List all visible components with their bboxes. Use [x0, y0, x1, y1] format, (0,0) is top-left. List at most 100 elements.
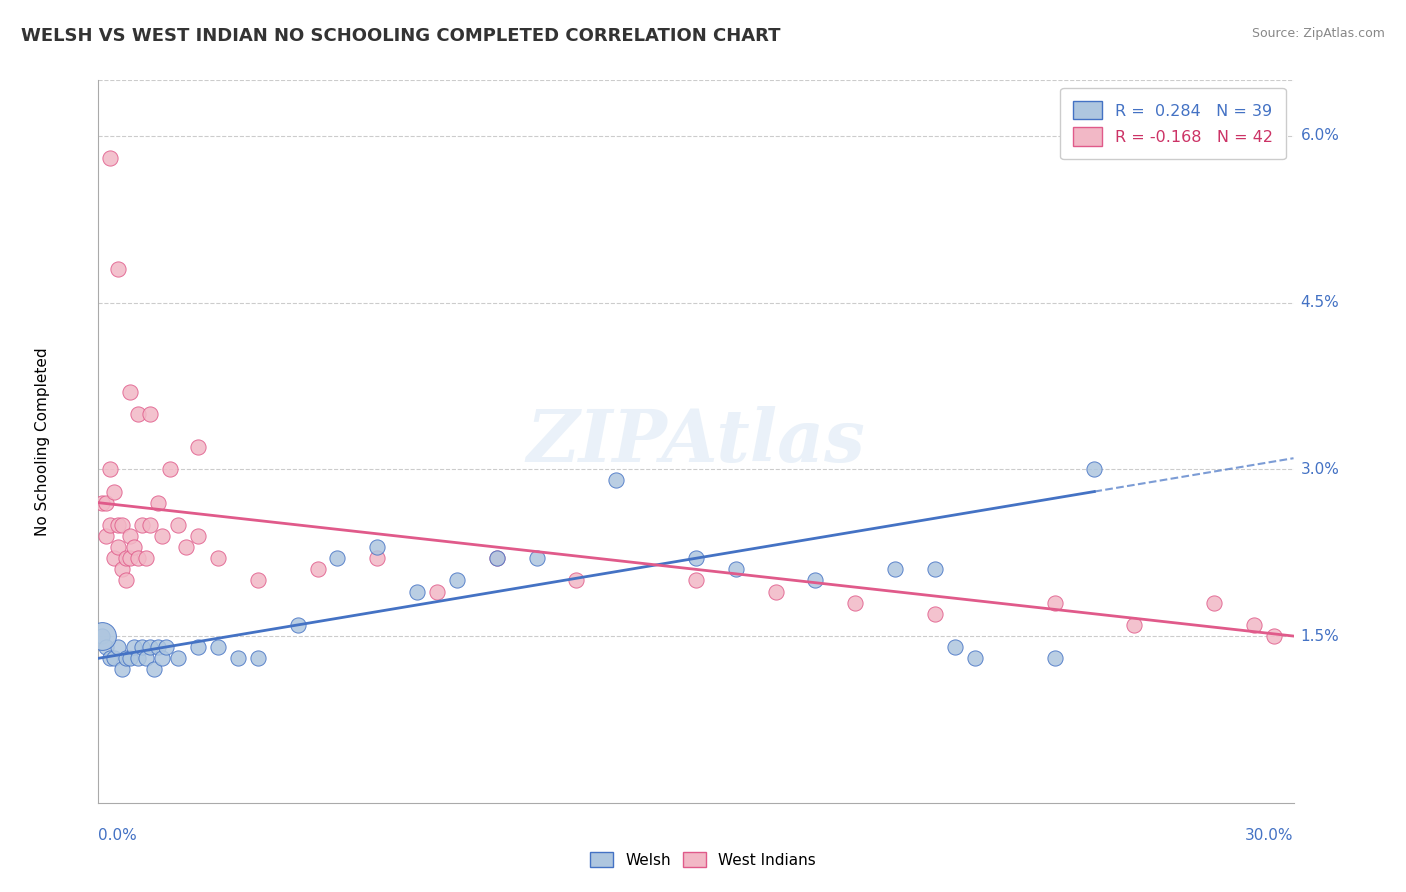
Point — [765, 584, 787, 599]
Point — [131, 517, 153, 532]
Point — [127, 407, 149, 421]
Point — [207, 551, 229, 566]
Point — [943, 640, 966, 655]
Point — [1263, 629, 1285, 643]
Point — [804, 574, 827, 588]
Point — [207, 640, 229, 655]
Point — [485, 551, 508, 566]
Point — [139, 407, 162, 421]
Point — [96, 529, 118, 543]
Point — [1043, 651, 1066, 665]
Point — [103, 551, 125, 566]
Point — [143, 662, 166, 676]
Point — [135, 651, 157, 665]
Point — [724, 562, 747, 576]
Point — [187, 640, 209, 655]
Point — [98, 651, 122, 665]
Legend: Welsh, West Indians: Welsh, West Indians — [582, 844, 824, 875]
Point — [844, 596, 866, 610]
Point — [120, 551, 142, 566]
Point — [326, 551, 349, 566]
Text: 1.5%: 1.5% — [1301, 629, 1339, 643]
Point — [174, 540, 197, 554]
Point — [111, 662, 134, 676]
Text: 0.0%: 0.0% — [98, 828, 138, 843]
Point — [148, 496, 170, 510]
Text: 6.0%: 6.0% — [1301, 128, 1340, 144]
Point — [187, 440, 209, 454]
Point — [111, 562, 134, 576]
Point — [103, 651, 125, 665]
Point — [91, 629, 114, 643]
Point — [120, 529, 142, 543]
Point — [139, 517, 162, 532]
Point — [307, 562, 329, 576]
Text: WELSH VS WEST INDIAN NO SCHOOLING COMPLETED CORRELATION CHART: WELSH VS WEST INDIAN NO SCHOOLING COMPLE… — [21, 27, 780, 45]
Text: ZIPAtlas: ZIPAtlas — [527, 406, 865, 477]
Point — [127, 651, 149, 665]
Text: 3.0%: 3.0% — [1301, 462, 1340, 477]
Point — [246, 651, 269, 665]
Point — [1123, 618, 1146, 632]
Point — [963, 651, 986, 665]
Legend: R =  0.284   N = 39, R = -0.168   N = 42: R = 0.284 N = 39, R = -0.168 N = 42 — [1060, 88, 1285, 159]
Point — [287, 618, 309, 632]
Point — [135, 551, 157, 566]
Point — [426, 584, 449, 599]
Point — [167, 517, 190, 532]
Point — [148, 640, 170, 655]
Point — [226, 651, 249, 665]
Point — [366, 540, 388, 554]
Point — [98, 151, 122, 165]
Point — [565, 574, 588, 588]
Point — [115, 574, 138, 588]
Point — [98, 462, 122, 476]
Point — [246, 574, 269, 588]
Point — [127, 551, 149, 566]
Point — [187, 529, 209, 543]
Point — [526, 551, 548, 566]
Point — [366, 551, 388, 566]
Point — [98, 517, 122, 532]
Text: Source: ZipAtlas.com: Source: ZipAtlas.com — [1251, 27, 1385, 40]
Point — [107, 540, 129, 554]
Point — [884, 562, 907, 576]
Point — [1043, 596, 1066, 610]
Point — [1083, 462, 1105, 476]
Point — [96, 496, 118, 510]
Point — [685, 574, 707, 588]
Point — [120, 651, 142, 665]
Point — [406, 584, 429, 599]
Point — [103, 484, 125, 499]
Point — [91, 496, 114, 510]
Point — [139, 640, 162, 655]
Point — [115, 651, 138, 665]
Point — [124, 540, 146, 554]
Point — [924, 607, 946, 621]
Point — [605, 474, 627, 488]
Point — [150, 651, 173, 665]
Point — [167, 651, 190, 665]
Point — [120, 384, 142, 399]
Text: No Schooling Completed: No Schooling Completed — [35, 347, 51, 536]
Point — [91, 629, 114, 643]
Point — [1243, 618, 1265, 632]
Point — [1202, 596, 1225, 610]
Point — [107, 262, 129, 277]
Point — [924, 562, 946, 576]
Point — [96, 640, 118, 655]
Point — [115, 551, 138, 566]
Point — [485, 551, 508, 566]
Point — [685, 551, 707, 566]
Point — [159, 462, 181, 476]
Point — [446, 574, 468, 588]
Point — [131, 640, 153, 655]
Point — [107, 640, 129, 655]
Point — [150, 529, 173, 543]
Text: 4.5%: 4.5% — [1301, 295, 1339, 310]
Text: 30.0%: 30.0% — [1246, 828, 1294, 843]
Point — [124, 640, 146, 655]
Point — [111, 517, 134, 532]
Point — [155, 640, 177, 655]
Point — [107, 517, 129, 532]
